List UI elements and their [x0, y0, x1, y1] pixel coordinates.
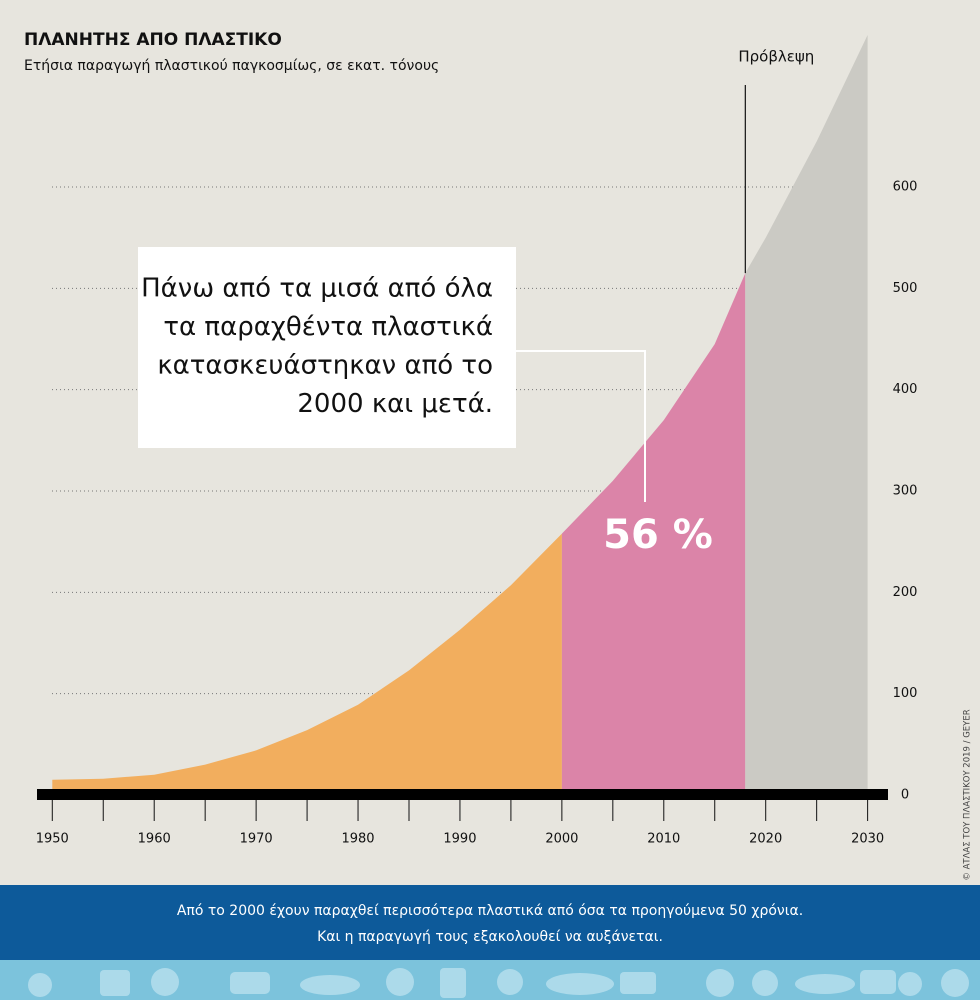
- area: [52, 533, 562, 795]
- y-tick-label: 600: [893, 180, 918, 195]
- footer-line: Και η παραγωγή τους εξακολουθεί να αυξάν…: [317, 929, 663, 945]
- x-tick-label: 1980: [341, 832, 374, 847]
- x-tick-label: 2020: [749, 832, 782, 847]
- plot: 0 100 200 300 400 500 600 Πρόβλεψη 1950 1960 1970 1…: [36, 35, 918, 847]
- footer-line: Από το 2000 έχουν παραχθεί περισσότερα π…: [177, 903, 803, 919]
- chart-title: ΠΛΑΝΗΤΗΣ ΑΠΟ ΠΛΑΣΤΙΚΟ: [24, 30, 282, 50]
- y-tick-label: 0: [901, 788, 909, 803]
- footer-band: [0, 885, 980, 960]
- chart-subtitle: Ετήσια παραγωγή πλαστικού παγκοσμίως, σε…: [24, 58, 439, 74]
- area: [561, 273, 746, 796]
- x-tick-label: 2000: [545, 832, 578, 847]
- x-tick-label: 2030: [851, 832, 884, 847]
- y-tick-label: 400: [893, 382, 918, 397]
- annotation-line: κατασκευάστηκαν από το: [157, 351, 493, 381]
- connector: [516, 350, 646, 502]
- annotation-line: 2000 και μετά.: [297, 389, 493, 419]
- annotation-line: τα παραχθέντα πλαστικά: [163, 312, 493, 342]
- x-tick-label: 1960: [138, 832, 171, 847]
- annotation-box: [138, 247, 516, 448]
- y-tick-label: 100: [893, 686, 918, 701]
- x-tick-label: 2010: [647, 832, 680, 847]
- share-label: 56 %: [603, 512, 713, 558]
- x-tick-label: 1990: [443, 832, 476, 847]
- y-tick-label: 500: [893, 281, 918, 296]
- area: [745, 35, 868, 795]
- annotation-line: Πάνω από τα μισά από όλα: [141, 274, 493, 304]
- x-axis: [37, 789, 888, 800]
- credit: © ΑΤΛΑΣ ΤΟΥ ΠΛΑΣΤΙΚΟΥ 2019 / GEYER: [963, 709, 973, 880]
- y-tick-label: 300: [893, 484, 918, 499]
- forecast-label: Πρόβλεψη: [738, 48, 814, 66]
- x-tick-label: 1970: [240, 832, 273, 847]
- y-tick-label: 200: [893, 585, 918, 600]
- icons: [28, 968, 969, 998]
- x-tick-label: 1950: [36, 832, 69, 847]
